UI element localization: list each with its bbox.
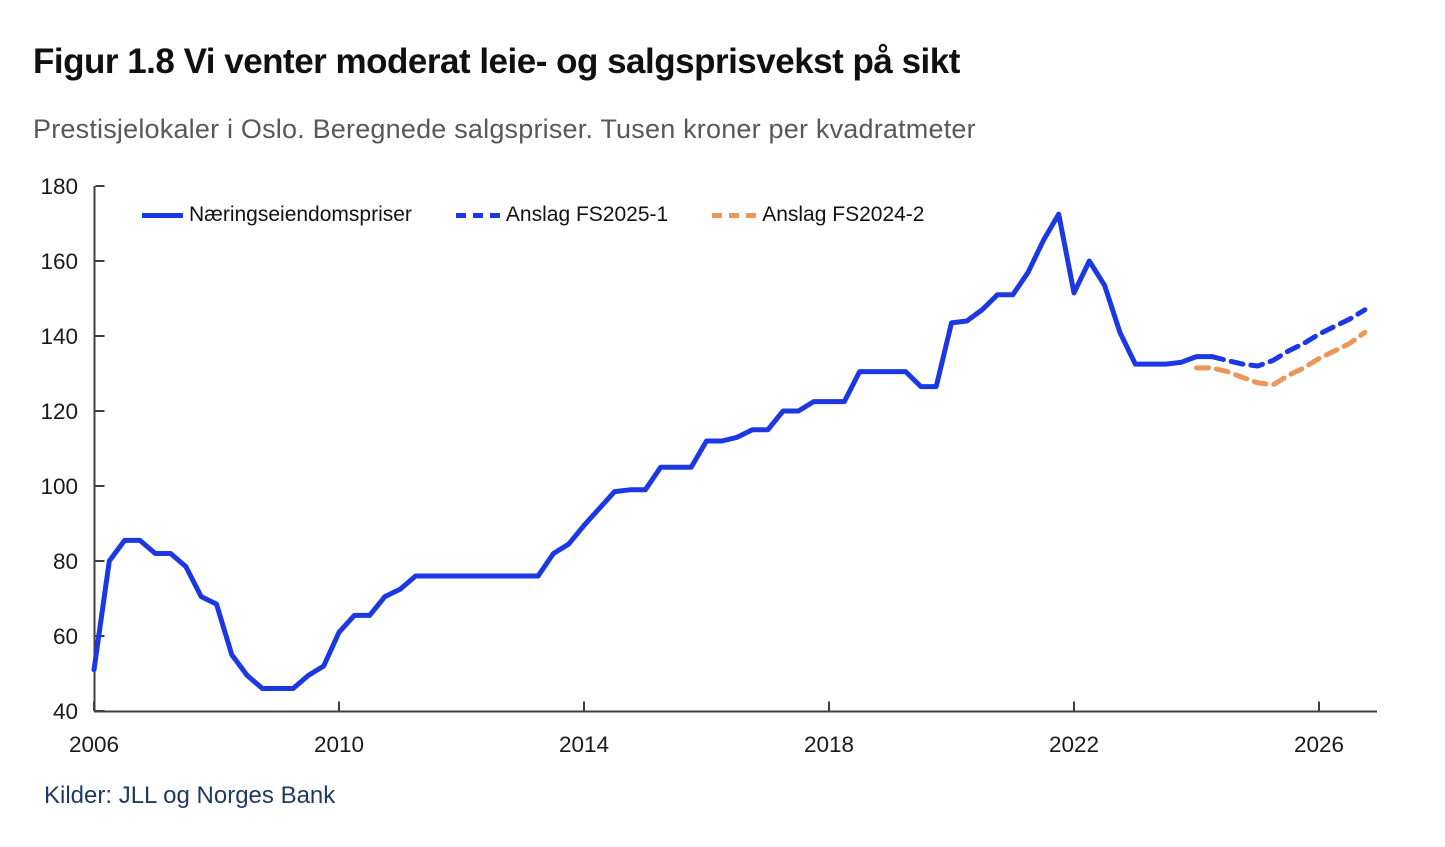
series-line-0	[91, 211, 1215, 691]
source-note: Kilder: JLL og Norges Bank	[44, 782, 336, 809]
chart-svg: 40 60 80 100 120 140 160 180 2006 2010 2014 2018 202…	[40, 174, 1377, 757]
legend-line-dashed-blue-icon	[455, 212, 500, 218]
legend-item-naeringseiendomspriser: Næringseiendomspriser	[142, 203, 412, 227]
legend-label-naeringseiendomspriser: Næringseiendomspriser	[189, 203, 412, 226]
x-tick-label: 2014	[559, 732, 609, 757]
y-tick-label: 160	[40, 249, 78, 274]
x-tick-label: 2010	[314, 732, 364, 757]
x-tick-label: 2026	[1294, 732, 1344, 757]
legend-line-solid-blue-icon	[142, 212, 183, 218]
y-tick-label: 120	[40, 399, 78, 424]
y-tick-label: 80	[53, 549, 78, 574]
x-tick-label: 2018	[804, 732, 854, 757]
y-tick-label: 140	[40, 324, 78, 349]
figure-subtitle: Prestisjelokaler i Oslo. Beregnede salgs…	[33, 114, 976, 144]
figure-title: Figur 1.8 Vi venter moderat leie- og sal…	[33, 42, 960, 81]
series-line-2	[1194, 329, 1368, 388]
legend-label-anslag-fs2025-1: Anslag FS2025-1	[505, 203, 669, 226]
y-tick-label: 100	[40, 474, 78, 499]
y-tick-label: 40	[53, 699, 78, 724]
y-tick-label: 60	[53, 624, 78, 649]
legend-item-anslag-fs2024-2: Anslag FS2024-2	[712, 203, 924, 227]
x-tick-label: 2006	[69, 732, 119, 757]
legend-item-anslag-fs2025-1: Anslag FS2025-1	[455, 203, 669, 227]
legend-label-anslag-fs2024-2: Anslag FS2024-2	[762, 203, 925, 226]
legend-line-dashed-orange-icon	[712, 212, 757, 218]
y-tick-label: 180	[40, 174, 78, 199]
x-tick-label: 2022	[1049, 732, 1099, 757]
chart-legend: Næringseiendomspriser Anslag FS2025-1 An…	[142, 203, 924, 227]
series-line-1	[1209, 307, 1368, 369]
